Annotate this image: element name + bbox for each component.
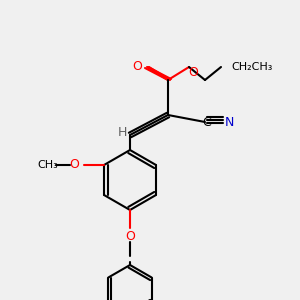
- Text: O: O: [132, 61, 142, 74]
- Text: CH₃: CH₃: [38, 160, 58, 170]
- Text: O: O: [188, 65, 198, 79]
- Text: O: O: [125, 230, 135, 242]
- Text: N: N: [224, 116, 234, 128]
- Text: CH₂CH₃: CH₂CH₃: [231, 62, 272, 72]
- Text: C: C: [202, 116, 211, 128]
- Text: O: O: [69, 158, 79, 172]
- Text: H: H: [117, 127, 127, 140]
